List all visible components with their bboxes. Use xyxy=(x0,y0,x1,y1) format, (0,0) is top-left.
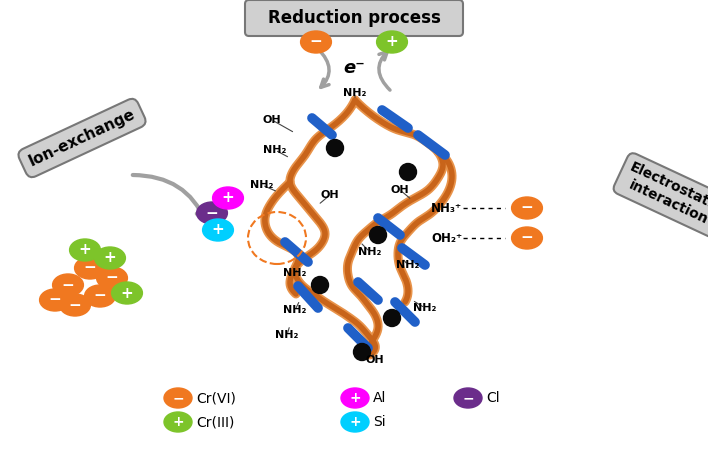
Text: −: − xyxy=(205,206,218,220)
Ellipse shape xyxy=(512,227,542,249)
Ellipse shape xyxy=(377,31,407,53)
Text: −: − xyxy=(62,277,74,292)
Text: OH: OH xyxy=(366,355,384,365)
Text: +: + xyxy=(79,242,91,257)
Ellipse shape xyxy=(399,163,416,180)
Ellipse shape xyxy=(69,239,101,261)
Ellipse shape xyxy=(512,197,542,219)
Ellipse shape xyxy=(341,388,369,408)
Ellipse shape xyxy=(112,282,142,304)
Text: Electrostatic
interaction: Electrostatic interaction xyxy=(621,160,708,229)
FancyArrowPatch shape xyxy=(318,49,329,88)
Text: NH₂: NH₂ xyxy=(283,305,307,315)
Text: Si: Si xyxy=(373,415,386,429)
Text: NH₃⁺: NH₃⁺ xyxy=(431,202,462,215)
Text: OH₂⁺: OH₂⁺ xyxy=(431,232,462,245)
Text: OH: OH xyxy=(321,190,339,200)
Text: OH: OH xyxy=(391,185,409,195)
Text: Cl: Cl xyxy=(486,391,500,405)
Ellipse shape xyxy=(95,247,125,269)
Ellipse shape xyxy=(212,187,244,209)
Text: Al: Al xyxy=(373,391,387,405)
Text: Cr(VI): Cr(VI) xyxy=(196,391,236,405)
Text: −: − xyxy=(462,391,474,405)
Text: +: + xyxy=(172,415,184,429)
Ellipse shape xyxy=(301,31,331,53)
FancyArrowPatch shape xyxy=(379,52,390,90)
Text: +: + xyxy=(349,415,361,429)
Text: +: + xyxy=(222,190,234,206)
FancyArrowPatch shape xyxy=(133,175,206,221)
Text: Reduction process: Reduction process xyxy=(268,9,440,27)
Text: −: − xyxy=(172,391,184,405)
Ellipse shape xyxy=(353,343,370,361)
Text: NH₂: NH₂ xyxy=(343,88,367,98)
Ellipse shape xyxy=(197,202,227,224)
Ellipse shape xyxy=(341,412,369,432)
Text: −: − xyxy=(69,298,81,313)
Ellipse shape xyxy=(40,289,70,311)
Text: NH₂: NH₂ xyxy=(251,180,274,190)
FancyBboxPatch shape xyxy=(245,0,463,36)
Text: e⁻: e⁻ xyxy=(343,59,365,77)
Text: Ion-exchange: Ion-exchange xyxy=(26,107,137,169)
Text: +: + xyxy=(103,251,116,265)
Ellipse shape xyxy=(312,277,329,294)
Text: +: + xyxy=(212,223,224,238)
Ellipse shape xyxy=(384,309,401,326)
Ellipse shape xyxy=(59,294,91,316)
Ellipse shape xyxy=(96,267,127,289)
Text: NH₂: NH₂ xyxy=(275,330,299,340)
Text: +: + xyxy=(349,391,361,405)
Text: NH₂: NH₂ xyxy=(358,247,382,257)
Text: +: + xyxy=(386,35,399,49)
Ellipse shape xyxy=(326,140,343,157)
Text: −: − xyxy=(520,230,533,246)
Text: NH₂: NH₂ xyxy=(396,260,420,270)
Text: NH₂: NH₂ xyxy=(263,145,287,155)
Text: NH₂: NH₂ xyxy=(413,303,437,313)
Text: −: − xyxy=(309,35,322,49)
Text: Cr(III): Cr(III) xyxy=(196,415,234,429)
Text: −: − xyxy=(105,270,118,286)
Text: −: − xyxy=(520,201,533,216)
Ellipse shape xyxy=(74,257,105,279)
Ellipse shape xyxy=(164,412,192,432)
Text: −: − xyxy=(84,260,96,276)
Text: −: − xyxy=(93,289,106,304)
Text: +: + xyxy=(120,286,133,300)
Ellipse shape xyxy=(52,274,84,296)
Ellipse shape xyxy=(164,388,192,408)
Ellipse shape xyxy=(202,219,234,241)
Text: NH₂: NH₂ xyxy=(283,268,307,278)
Text: −: − xyxy=(49,292,62,308)
Ellipse shape xyxy=(84,285,115,307)
Text: OH: OH xyxy=(263,115,281,125)
Ellipse shape xyxy=(370,226,387,243)
Ellipse shape xyxy=(454,388,482,408)
